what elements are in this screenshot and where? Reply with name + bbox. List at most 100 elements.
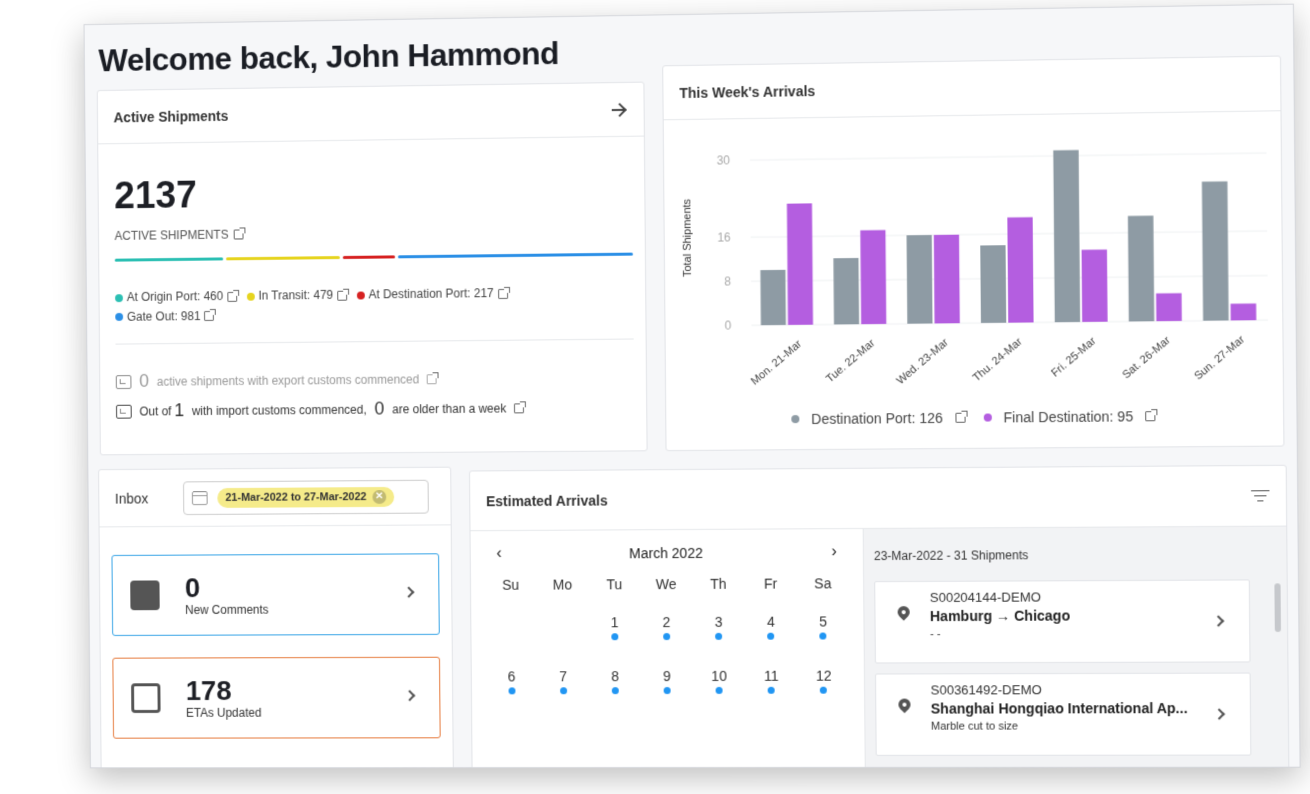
status-legend-item[interactable]: In Transit: 479: [247, 286, 347, 306]
arrival-dot: [560, 687, 567, 694]
etas-count: 178: [186, 676, 262, 706]
calendar-day[interactable]: 5: [797, 613, 850, 659]
weekday-label: Tu: [588, 576, 640, 606]
arrival-dot: [768, 687, 775, 694]
welcome-heading: Welcome back, John Hammond: [98, 35, 559, 79]
chevron-right-icon[interactable]: ›: [831, 543, 837, 561]
active-shipments-link[interactable]: ACTIVE SHIPMENTS: [115, 227, 244, 242]
external-link-icon[interactable]: [233, 229, 243, 239]
arrow-right-icon[interactable]: [610, 100, 628, 118]
external-link-icon[interactable]: [337, 290, 347, 300]
y-axis-label: Total Shipments: [681, 198, 694, 277]
progress-segment: [115, 257, 224, 261]
external-link-icon[interactable]: [955, 413, 965, 423]
chart-bar: [760, 270, 786, 325]
status-legend-item[interactable]: At Destination Port: 217: [357, 284, 508, 305]
calendar-day-number: 9: [663, 668, 671, 684]
calendar-day[interactable]: 4: [745, 614, 798, 660]
calendar-month: March 2022: [629, 545, 703, 561]
chart-bar: [833, 258, 859, 325]
calendar-day-number: 1: [611, 614, 619, 630]
calendar-day-number: 5: [819, 613, 827, 629]
date-range-chip[interactable]: 21-Mar-2022 to 27-Mar-2022 ✕: [218, 486, 395, 507]
calendar-day[interactable]: 12: [797, 668, 850, 714]
clear-icon[interactable]: ✕: [372, 489, 386, 503]
external-link-icon[interactable]: [227, 291, 237, 301]
calendar-day[interactable]: 1: [589, 614, 641, 660]
external-link-icon[interactable]: [204, 311, 214, 321]
y-tick-label: 30: [717, 153, 731, 167]
location-pin-icon: [896, 696, 913, 713]
weekly-arrivals-card: This Week's Arrivals 0 8 16 30 Total Shipmen…: [662, 56, 1284, 452]
new-comments-tile[interactable]: 0 New Comments: [111, 553, 439, 636]
arrival-dot: [767, 633, 774, 640]
shipment-description: Marble cut to size: [931, 720, 1240, 733]
arrivals-calendar: ‹ March 2022 › Su Mo Tu We Th Fr Sa 1 2 3 4 5 6 7 8 9 10…: [471, 529, 866, 768]
comments-count: 0: [185, 573, 269, 603]
external-link-icon[interactable]: [427, 374, 437, 384]
active-shipments-label: ACTIVE SHIPMENTS: [115, 228, 229, 243]
chart-bar: [1007, 217, 1033, 323]
chevron-left-icon[interactable]: ‹: [496, 545, 501, 563]
chart-bar: [1202, 181, 1229, 320]
shipment-card[interactable]: S00361492-DEMO Shanghai Hongqiao Internat…: [875, 673, 1251, 756]
shipment-description: - -: [930, 627, 1239, 640]
status-legend-item[interactable]: At Origin Port: 460: [115, 287, 237, 307]
shipment-route: Hamburg → Chicago: [930, 607, 1204, 624]
external-link-icon[interactable]: [498, 288, 508, 298]
calendar-day[interactable]: 3: [692, 614, 745, 660]
calendar-day[interactable]: 9: [641, 668, 693, 714]
export-text: active shipments with export customs com…: [157, 372, 420, 388]
legend-dot: [357, 291, 365, 299]
calendar-day[interactable]: 7: [537, 668, 589, 714]
calendar-day[interactable]: 11: [745, 668, 798, 714]
x-tick-label: Sat. 26-Mar: [1120, 334, 1173, 381]
calendar-grid: Su Mo Tu We Th Fr Sa 1 2 3 4 5 6 7 8 9 10 11 12: [471, 575, 864, 714]
etas-label: ETAs Updated: [186, 706, 262, 720]
status-legend: At Origin Port: 460 In Transit: 479 At Des…: [115, 283, 628, 327]
calendar-day-number: 6: [508, 668, 516, 684]
calendar-day[interactable]: 6: [486, 668, 538, 714]
active-shipments-card: Active Shipments 2137 ACTIVE SHIPMENTS A…: [97, 82, 648, 456]
chart-bar: [787, 203, 813, 325]
estimated-arrivals-header: Estimated Arrivals: [470, 466, 1286, 531]
weekday-label: Su: [485, 577, 537, 607]
external-link-icon[interactable]: [1145, 411, 1155, 421]
chevron-right-icon: [404, 690, 415, 701]
shipments-panel: 23-Mar-2022 - 31 Shipments S00204144-DEM…: [864, 527, 1289, 769]
calendar-day[interactable]: 8: [589, 668, 641, 714]
arrival-dot: [820, 633, 827, 640]
import-suffix: are older than a week: [392, 401, 506, 416]
x-tick-label: Mon. 21-Mar: [749, 338, 805, 388]
chart-legend: Destination Port: 126 Final Destination:…: [666, 407, 1283, 428]
progress-segment: [343, 255, 395, 259]
legend-dot: [115, 294, 123, 302]
calendar-day[interactable]: 10: [693, 668, 746, 714]
calendar-icon: [192, 491, 208, 505]
chart-bar: [980, 245, 1006, 323]
date-range-field[interactable]: 21-Mar-2022 to 27-Mar-2022 ✕: [183, 479, 429, 514]
scrollbar[interactable]: [1274, 583, 1281, 632]
legend-destination-port: Destination Port: 126: [811, 410, 943, 427]
external-link-icon[interactable]: [514, 403, 524, 413]
export-count: 0: [139, 371, 149, 392]
filter-icon[interactable]: [1251, 490, 1270, 502]
date-range-value: 21-Mar-2022 to 27-Mar-2022: [225, 491, 366, 504]
customs-icon: [116, 404, 132, 418]
status-legend-item[interactable]: Gate Out: 981: [115, 307, 214, 327]
import-mid: with import customs commenced,: [192, 402, 367, 417]
legend-swatch-destination-port: [791, 415, 799, 423]
active-shipments-header: Active Shipments: [98, 83, 644, 145]
legend-label: At Destination Port: 217: [368, 284, 493, 304]
chart-bar: [907, 235, 933, 324]
active-shipments-title: Active Shipments: [113, 107, 228, 125]
etas-updated-tile[interactable]: 178 ETAs Updated: [112, 657, 440, 739]
arrival-dot: [820, 687, 827, 694]
active-shipments-count: 2137: [114, 175, 197, 219]
calendar-day[interactable]: 2: [640, 614, 692, 660]
dashboard-screen: Welcome back, John Hammond Active Shipme…: [84, 4, 1301, 769]
shipment-card[interactable]: S00204144-DEMO Hamburg → Chicago - -: [874, 579, 1250, 663]
calendar-day-number: 10: [711, 668, 727, 684]
import-old: 0: [374, 399, 384, 420]
arrival-dot: [664, 687, 671, 694]
